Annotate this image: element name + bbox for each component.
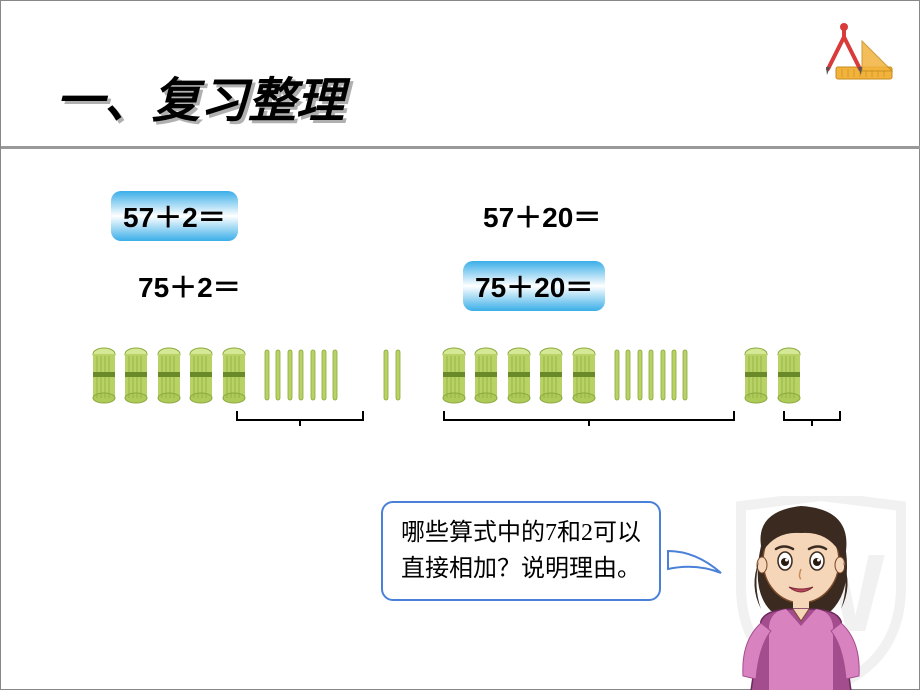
loose-stick [625,346,631,404]
stick-bundle [123,346,149,404]
bracket-right-1 [443,411,735,421]
loose-stick [395,346,401,404]
speech-line-1: 哪些算式中的7和2可以 [401,520,641,546]
teacher-avatar-icon [701,491,901,690]
bracket-right-2 [783,411,841,421]
section-title: 一、复习整理 [56,61,344,131]
stick-bundle [776,346,802,404]
stick-bundle [91,346,117,404]
loose-stick [682,346,688,404]
loose-stick [671,346,677,404]
title-divider [1,146,920,149]
equation-4: 75＋20＝ [463,261,605,311]
loose-stick [614,346,620,404]
loose-stick [648,346,654,404]
right-sticks-group [441,346,804,404]
loose-stick [660,346,666,404]
equation-1: 57＋2＝ [111,191,238,241]
bracket-left [236,411,364,421]
corner-tools-icon [814,19,894,89]
stick-bundle [473,346,499,404]
loose-stick [310,346,316,404]
loose-stick [298,346,304,404]
stick-bundle [538,346,564,404]
equation-2: 57＋20＝ [471,191,613,241]
stick-bundle [156,346,182,404]
stick-bundle [571,346,597,404]
equation-3: 75＋2＝ [126,261,253,311]
stick-bundle [221,346,247,404]
loose-stick [383,346,389,404]
loose-stick [264,346,270,404]
loose-stick [275,346,281,404]
speech-line-2: 直接相加？说明理由。 [401,556,641,582]
loose-stick [287,346,293,404]
teacher-speech-bubble: 哪些算式中的7和2可以 直接相加？说明理由。 [381,501,661,601]
loose-stick [637,346,643,404]
left-sticks-group [91,346,402,404]
stick-bundle [743,346,769,404]
stick-bundle [441,346,467,404]
loose-stick [321,346,327,404]
stick-bundle [188,346,214,404]
loose-stick [332,346,338,404]
stick-bundle [506,346,532,404]
